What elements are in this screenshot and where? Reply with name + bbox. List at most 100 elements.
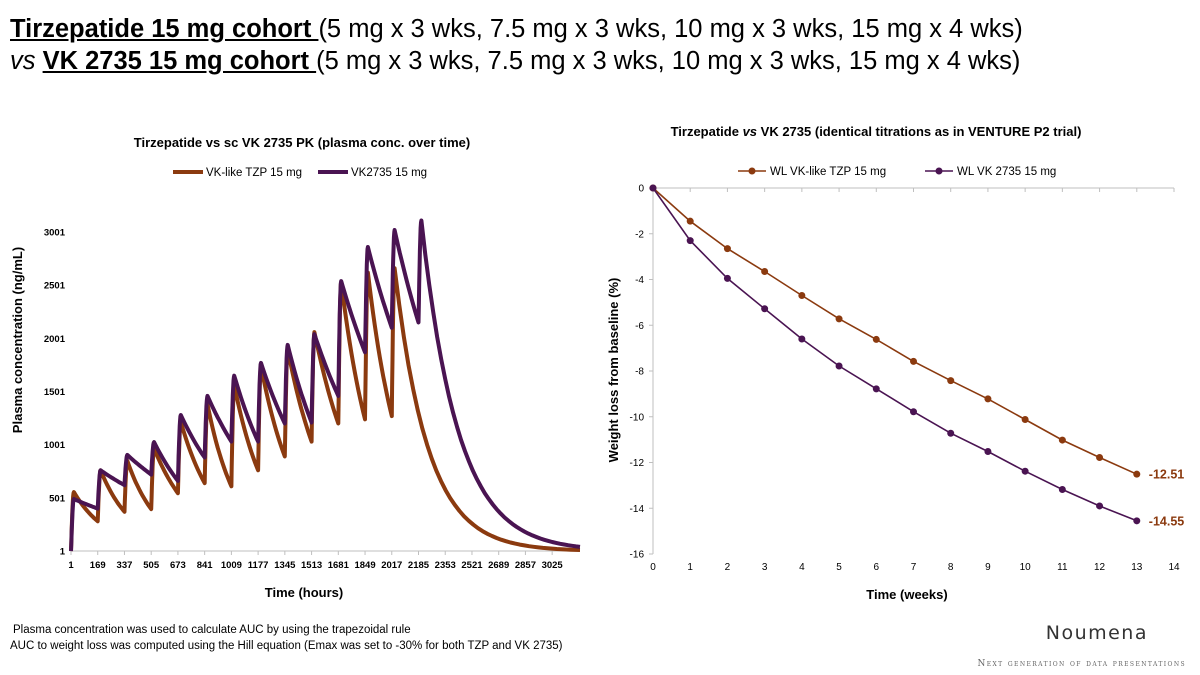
pk-y-tick-label: 1001 xyxy=(44,440,66,451)
pk-legend: VK-like TZP 15 mg VK2735 15 mg xyxy=(173,167,427,179)
wl-y-tick-label: -6 xyxy=(635,321,644,332)
headline-line-2: vs VK 2735 15 mg cohort (5 mg x 3 wks, 7… xyxy=(10,46,1020,76)
wl-x-tick-label: 10 xyxy=(1020,562,1032,573)
wl-x-tick-label: 8 xyxy=(948,562,954,573)
wl-point-vk xyxy=(947,429,955,437)
wl-point-vk xyxy=(835,362,843,370)
wl-legend-vk-marker xyxy=(935,167,943,175)
wl-title-vs: vs xyxy=(743,124,757,139)
wl-title-pre: Tirzepatide xyxy=(671,124,743,139)
wl-point-vk xyxy=(1058,485,1066,493)
wl-y-tick-label: -14 xyxy=(630,504,645,515)
wl-x-tick-label: 3 xyxy=(762,562,768,573)
wl-point-tzp xyxy=(1021,415,1029,423)
wl-x-tick-label: 12 xyxy=(1094,562,1106,573)
wl-point-vk xyxy=(1096,502,1104,510)
pk-x-tick-label: 3025 xyxy=(542,560,564,571)
wl-end-label-tzp: -12.51 xyxy=(1149,468,1184,482)
pk-x-tick-label: 2017 xyxy=(381,560,402,571)
headline-vs: vs xyxy=(10,47,36,75)
wl-point-tzp xyxy=(910,357,917,365)
pk-x-tick-label: 2857 xyxy=(515,560,536,571)
pk-x-tick-label: 169 xyxy=(90,560,106,571)
pk-y-tick-label: 2501 xyxy=(44,281,66,292)
pk-series-vk-line xyxy=(69,218,581,552)
wl-y-axis-label: Weight loss from baseline (%) xyxy=(606,278,621,463)
wl-point-vk xyxy=(649,184,657,192)
pk-y-axis-label: Plasma concentration (ng/mL) xyxy=(10,247,25,433)
wl-point-tzp xyxy=(1133,470,1141,478)
pk-x-tick-label: 2185 xyxy=(408,560,430,571)
wl-legend-tzp-marker xyxy=(748,167,756,175)
wl-x-tick-label: 5 xyxy=(836,562,842,573)
wl-x-tick-label: 14 xyxy=(1168,562,1180,573)
wl-y-tick-label: -12 xyxy=(630,458,645,469)
wl-point-vk xyxy=(761,305,769,313)
wl-x-tick-label: 11 xyxy=(1057,562,1068,573)
wl-point-vk xyxy=(872,385,880,393)
wl-y-ticks: 0 -2 -4 -6 -8 -10 -12 -14 -16 xyxy=(630,184,653,561)
wl-legend-tzp-label: WL VK-like TZP 15 mg xyxy=(770,166,886,178)
pk-y-tick-label: 501 xyxy=(49,493,66,504)
wl-x-tick-label: 4 xyxy=(799,562,805,573)
pk-x-tick-label: 673 xyxy=(170,560,186,571)
wl-point-tzp xyxy=(835,315,843,323)
pk-x-axis-label: Time (hours) xyxy=(265,585,344,600)
wl-x-tick-label: 9 xyxy=(985,562,991,573)
pk-x-tick-label: 1 xyxy=(68,560,74,571)
pk-x-ticks: 1 169 337 505 673 841 1009 1177 1345 1513 1681 1849… xyxy=(68,551,563,571)
wl-point-vk xyxy=(798,335,806,343)
wl-point-vk xyxy=(1133,517,1141,525)
wl-x-tick-label: 1 xyxy=(687,562,693,573)
wl-point-tzp xyxy=(1096,453,1104,461)
pk-y-tick-label: 1501 xyxy=(44,387,66,398)
pk-x-tick-label: 1681 xyxy=(328,560,350,571)
wl-point-tzp xyxy=(686,217,694,225)
pk-x-tick-label: 2689 xyxy=(488,560,509,571)
wl-legend: WL VK-like TZP 15 mg WL VK 2735 15 mg xyxy=(738,166,1056,178)
headline-tzp-cohort: Tirzepatide 15 mg cohort xyxy=(10,15,319,43)
wl-end-label-vk: -14.55 xyxy=(1149,514,1184,528)
headline-line-1: Tirzepatide 15 mg cohort (5 mg x 3 wks, … xyxy=(10,14,1023,44)
wl-point-vk xyxy=(984,448,992,456)
wl-point-tzp xyxy=(872,335,880,343)
pk-legend-vk-label: VK2735 15 mg xyxy=(351,167,427,179)
pk-x-tick-label: 337 xyxy=(117,560,133,571)
headline-vk-cohort: VK 2735 15 mg cohort xyxy=(42,47,317,75)
wl-y-tick-label: -8 xyxy=(635,367,644,378)
wl-x-tick-label: 2 xyxy=(725,562,731,573)
pk-x-tick-label: 2521 xyxy=(461,560,483,571)
brand-logo: Noumena xyxy=(1045,622,1148,644)
wl-y-tick-label: 0 xyxy=(638,184,644,195)
wl-series-vk-line xyxy=(652,187,1138,522)
wl-y-tick-label: -16 xyxy=(630,550,645,561)
pk-x-tick-label: 1177 xyxy=(248,560,269,571)
pk-y-tick-label: 2001 xyxy=(44,334,66,345)
wl-point-tzp xyxy=(761,267,769,275)
wl-y-tick-label: -4 xyxy=(635,275,644,286)
wl-point-tzp xyxy=(1058,436,1066,444)
pk-x-tick-label: 1345 xyxy=(274,560,296,571)
pk-x-tick-label: 1009 xyxy=(221,560,242,571)
wl-x-ticks: 0 1 2 3 4 5 6 7 8 9 10 11 12 13 14 xyxy=(650,188,1180,573)
wl-x-tick-label: 7 xyxy=(911,562,917,573)
wl-title-post: VK 2735 (identical titrations as in VENT… xyxy=(757,124,1081,139)
wl-point-tzp xyxy=(947,377,955,385)
wl-x-tick-label: 13 xyxy=(1131,562,1143,573)
wl-chart: Tirzepatide vs VK 2735 (identical titrat… xyxy=(606,124,1184,602)
brand-tagline: Next generation of data presentations xyxy=(977,659,1186,669)
wl-y-tick-label: -2 xyxy=(635,229,644,240)
wl-point-vk xyxy=(1021,467,1029,475)
footnote-hill: AUC to weight loss was computed using th… xyxy=(10,640,563,652)
pk-x-tick-label: 505 xyxy=(143,560,160,571)
pk-y-tick-label: 1 xyxy=(60,547,66,558)
pk-x-tick-label: 1513 xyxy=(301,560,322,571)
wl-points xyxy=(649,184,1141,525)
wl-point-tzp xyxy=(984,395,992,403)
wl-point-vk xyxy=(910,408,917,416)
pk-x-tick-label: 841 xyxy=(197,560,214,571)
pk-series-tzp-line xyxy=(69,266,581,552)
pk-x-tick-label: 1849 xyxy=(354,560,375,571)
footnote-auc: Plasma concentration was used to calcula… xyxy=(13,624,411,636)
